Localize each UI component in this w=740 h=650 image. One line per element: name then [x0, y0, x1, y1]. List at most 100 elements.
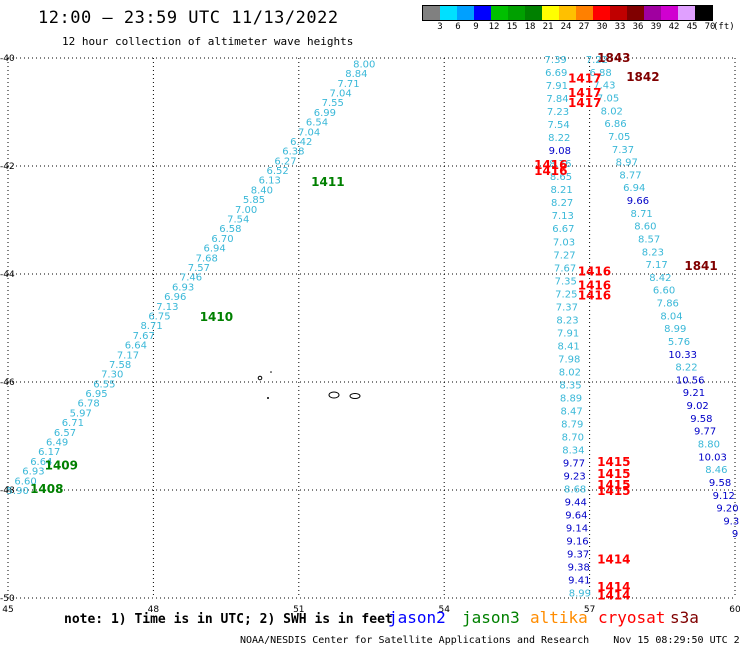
wave-height-value: 8.79 — [561, 419, 583, 430]
wave-height-value: 6.88 — [589, 68, 611, 79]
wave-height-value: 5.76 — [668, 337, 690, 348]
wave-height-value: 8.23 — [642, 247, 664, 258]
color-swatch — [610, 6, 627, 20]
wave-height-value: 6.60 — [653, 286, 675, 297]
wave-height-value: 9.08 — [549, 146, 571, 157]
wave-height-value: 8.65 — [550, 172, 572, 183]
wave-height-value: 7.39 — [545, 55, 567, 66]
wave-height-value: 8.80 — [698, 440, 720, 451]
pass-label: 1843 — [597, 51, 630, 65]
color-tick-label: 42 — [668, 22, 680, 32]
color-tick-label: 30 — [596, 22, 608, 32]
color-tick-label: 70 — [704, 22, 716, 32]
pass-label: 1408 — [30, 482, 63, 496]
wave-height-value: 8.76 — [549, 159, 571, 170]
color-tick-label: 45 — [686, 22, 698, 32]
wave-height-value: 6.69 — [545, 68, 567, 79]
island-outline — [257, 375, 263, 381]
wave-height-value: 8.40 — [251, 185, 273, 196]
wave-height-value: 7.30 — [101, 370, 123, 381]
wave-height-value: 9.14 — [566, 524, 588, 535]
color-tick-label: 12 — [488, 22, 500, 32]
wave-height-value: 7.17 — [645, 260, 667, 271]
wave-height-value: 6.75 — [148, 311, 170, 322]
island-outline — [328, 391, 340, 399]
wave-height-value: 6.54 — [306, 118, 328, 129]
wave-height-value: 6.42 — [290, 137, 312, 148]
wave-height-value: 5.97 — [70, 408, 92, 419]
wave-height-value: 8.99 — [664, 324, 686, 335]
wave-height-value: 7.17 — [117, 350, 139, 361]
wave-height-value: 6.49 — [46, 438, 68, 449]
wave-height-value: 7.67 — [554, 263, 576, 274]
y-tick-label: -40 — [0, 54, 15, 64]
color-scale-ticks: 3 6 9 12 15 18 21 24 27 30 33 36 39 42 45 70 — [422, 22, 740, 34]
wave-height-value: 9 — [732, 529, 738, 540]
wave-height-value: 6.38 — [282, 147, 304, 158]
wave-height-value: 6.93 — [22, 467, 44, 478]
wave-height-value: 6.58 — [219, 224, 241, 235]
axis-tick-labels: 45 48 51 54 57 60 -40 -42 -44 -46 -48 -50 — [0, 54, 740, 615]
wave-height-value: 7.05 — [597, 94, 619, 105]
color-tick-label: 3 — [437, 22, 443, 32]
wave-height-value: 7.37 — [556, 302, 578, 313]
wave-height-value: 8.02 — [559, 367, 581, 378]
altimeter-track: 7.39 6.69 7.91 7.84 7.23 7.54 8.22 9.08 8.76 8.65… — [545, 55, 591, 600]
wave-height-value: 7.86 — [657, 299, 679, 310]
wave-height-value: 6.71 — [62, 418, 84, 429]
x-tick-label: 48 — [148, 605, 160, 615]
wave-height-value: 8.21 — [550, 185, 572, 196]
wave-height-value: 6.78 — [77, 399, 99, 410]
color-swatch — [695, 6, 712, 20]
wave-height-value: 6.64 — [30, 457, 52, 468]
wave-height-value: 6.17 — [38, 447, 60, 458]
wave-height-value: 7.23 — [547, 107, 569, 118]
y-tick-label: -46 — [0, 378, 15, 388]
wave-height-value: 9.41 — [568, 576, 590, 587]
color-swatch — [678, 6, 695, 20]
color-swatch — [627, 6, 644, 20]
pass-label: 1842 — [626, 70, 659, 84]
color-tick-label: 18 — [524, 22, 536, 32]
wave-height-value: 7.84 — [546, 94, 568, 105]
altimeter-track: 8.008.847.717.047.556.996.547.046.426.38… — [7, 59, 376, 497]
pass-label: 1416 — [534, 164, 567, 178]
wave-height-value: 6.94 — [203, 244, 225, 255]
wave-height-value: 7.22 — [586, 55, 608, 66]
wave-height-value: 6.86 — [604, 119, 626, 130]
wave-height-value: 7.35 — [555, 276, 577, 287]
color-swatch — [559, 6, 576, 20]
wave-height-value: 6.55 — [93, 379, 115, 390]
color-swatch — [491, 6, 508, 20]
wave-height-value: 6.93 — [172, 282, 194, 293]
wave-height-value: 9.23 — [563, 471, 585, 482]
wave-height-value: 9.64 — [565, 511, 587, 522]
wave-height-value: 7.91 — [546, 81, 568, 92]
wave-height-value: 9.38 — [568, 563, 590, 574]
wave-height-value: 8.04 — [660, 311, 682, 322]
island-outline — [349, 393, 361, 399]
pass-label: 1415 — [597, 455, 630, 469]
color-swatch — [457, 6, 474, 20]
pass-label: 1841 — [684, 259, 717, 273]
wave-height-value: 6.57 — [54, 428, 76, 439]
footer-note: note: 1) Time is in UTC; 2) SWH is in fe… — [64, 612, 393, 627]
wave-height-value: 5.85 — [243, 195, 265, 206]
y-tick-label: -50 — [0, 594, 15, 604]
wave-height-value: 7.03 — [553, 237, 575, 248]
pass-labels: 1843184214171417141714111416141618411416… — [30, 51, 718, 602]
pass-label: 1416 — [578, 289, 611, 303]
wave-height-value: 6.70 — [211, 234, 233, 245]
wave-height-value: 7.57 — [188, 263, 210, 274]
x-tick-label: 51 — [293, 605, 304, 615]
wave-height-value: 7.71 — [337, 79, 359, 90]
y-tick-label: -44 — [0, 270, 15, 280]
pass-label: 1409 — [45, 459, 78, 473]
wave-height-value: 7.25 — [555, 289, 577, 300]
satellite-s3a: s3a — [670, 608, 699, 627]
color-tick-label: 21 — [542, 22, 554, 32]
wave-height-value: 8.46 — [705, 465, 727, 476]
pass-label: 1411 — [311, 175, 344, 189]
satellite-jason3: jason3 — [462, 608, 520, 627]
wave-height-value: 8.27 — [551, 198, 573, 209]
